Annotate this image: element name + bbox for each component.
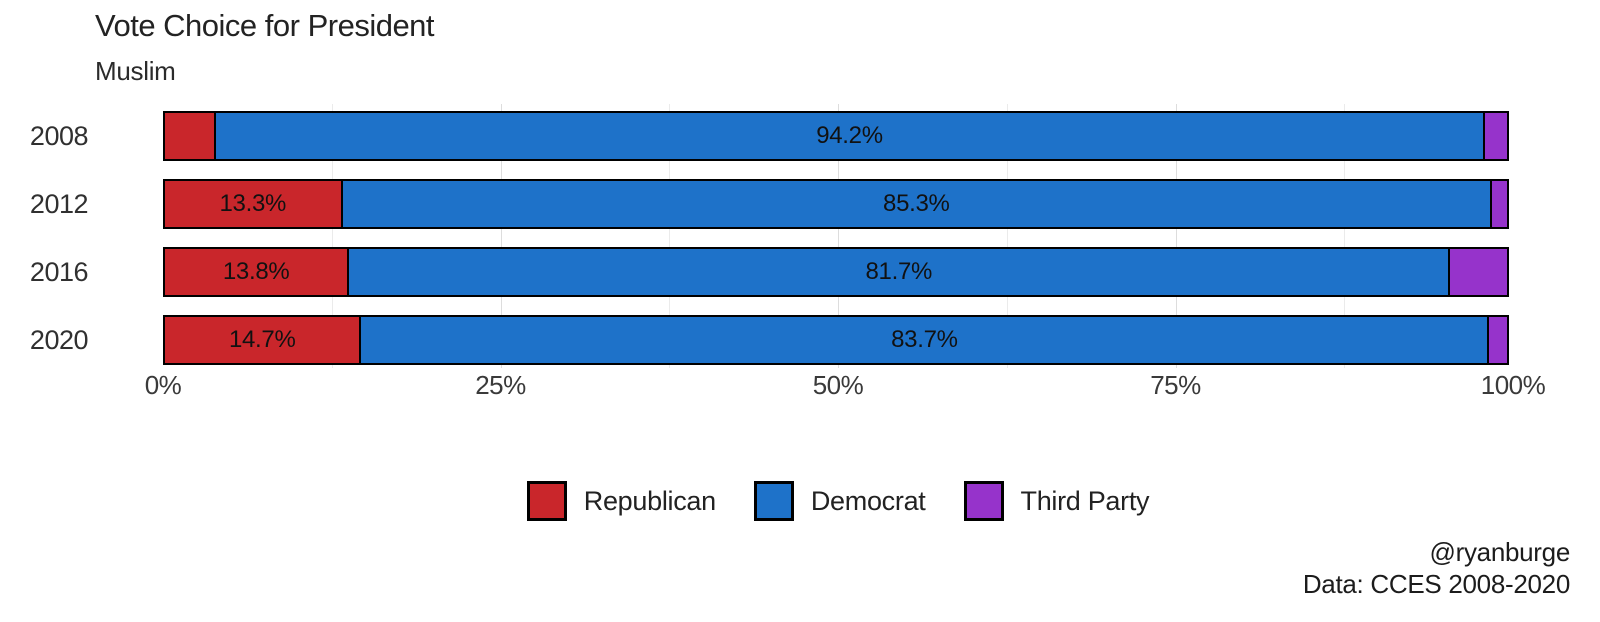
legend-swatch-icon	[753, 481, 794, 521]
legend-swatch-icon	[526, 481, 567, 521]
y-axis-label-2020: 2020	[29, 325, 89, 355]
legend-item-democrat: Democrat	[753, 481, 926, 521]
y-axis-label-2008: 2008	[29, 121, 89, 151]
chart-title: Vote Choice for President	[95, 8, 435, 43]
legend-label: Democrat	[810, 485, 926, 516]
gridline-minor	[669, 104, 671, 368]
segment-value-label: 13.8%	[222, 258, 290, 285]
gridline-minor	[1006, 104, 1008, 368]
legend-swatch-icon	[963, 481, 1004, 521]
bar-segment-third-party-2016	[1448, 247, 1509, 297]
gridline-major	[838, 104, 839, 368]
caption: @ryanburge Data: CCES 2008-2020	[1303, 536, 1570, 600]
segment-value-label: 81.7%	[865, 258, 933, 285]
y-axis-label-2012: 2012	[29, 189, 89, 219]
segment-value-label: 85.3%	[883, 190, 950, 217]
legend: Republican Democrat Third Party	[163, 478, 1513, 524]
legend-item-republican: Republican	[526, 481, 716, 521]
x-tick-label-100: 100%	[1480, 370, 1546, 400]
x-tick-label-0: 0%	[144, 370, 182, 400]
x-tick-label-75: 75%	[1150, 370, 1201, 400]
bar-segment-third-party-2012	[1490, 179, 1509, 229]
bar-segment-democrat-2008: 94.2%	[213, 111, 1486, 161]
bar-row-2012: 2012 13.3% 85.3%	[30, 179, 1513, 229]
bar-row-2016: 2016 13.8% 81.7%	[30, 247, 1513, 297]
legend-item-third-party: Third Party	[963, 481, 1150, 521]
plot-area: 2008 94.2% 2012 13.3% 85.3% 2016 13.8% 81.7% 202…	[30, 104, 1513, 368]
bar-segment-republican-2016: 13.8%	[163, 247, 350, 297]
bar-segment-democrat-2016: 81.7%	[347, 247, 1451, 297]
caption-source: Data: CCES 2008-2020	[1302, 569, 1570, 599]
bar-segment-republican-2008	[163, 111, 216, 161]
segment-value-label: 94.2%	[816, 122, 883, 149]
gridline-major	[1175, 104, 1177, 368]
gridline-minor	[1344, 104, 1346, 368]
bar-segment-democrat-2020: 83.7%	[359, 315, 1490, 365]
bar-segment-republican-2020: 14.7%	[163, 315, 362, 365]
bar-segment-third-party-2008	[1483, 111, 1509, 161]
bar-segment-democrat-2012: 85.3%	[340, 179, 1493, 229]
segment-value-label: 14.7%	[228, 326, 296, 353]
segment-value-label: 83.7%	[891, 326, 958, 353]
gridline-minor	[331, 104, 333, 368]
bar-row-2020: 2020 14.7% 83.7%	[30, 315, 1513, 365]
legend-label: Third Party	[1020, 485, 1150, 516]
x-axis: 0% 25% 50% 75% 100%	[145, 370, 1546, 402]
segment-value-label: 13.3%	[219, 190, 287, 217]
bar-row-2008: 2008 94.2%	[30, 111, 1513, 161]
x-tick-label-50: 50%	[812, 370, 864, 400]
bar-segment-republican-2012: 13.3%	[163, 179, 343, 229]
bar-segment-third-party-2020	[1487, 315, 1509, 365]
gridline-major	[500, 104, 502, 368]
x-tick-label-25: 25%	[475, 370, 526, 400]
chart-subtitle: Muslim	[95, 56, 176, 86]
y-axis-label-2016: 2016	[29, 257, 89, 287]
caption-handle: @ryanburge	[1429, 537, 1571, 567]
legend-label: Republican	[583, 485, 716, 516]
